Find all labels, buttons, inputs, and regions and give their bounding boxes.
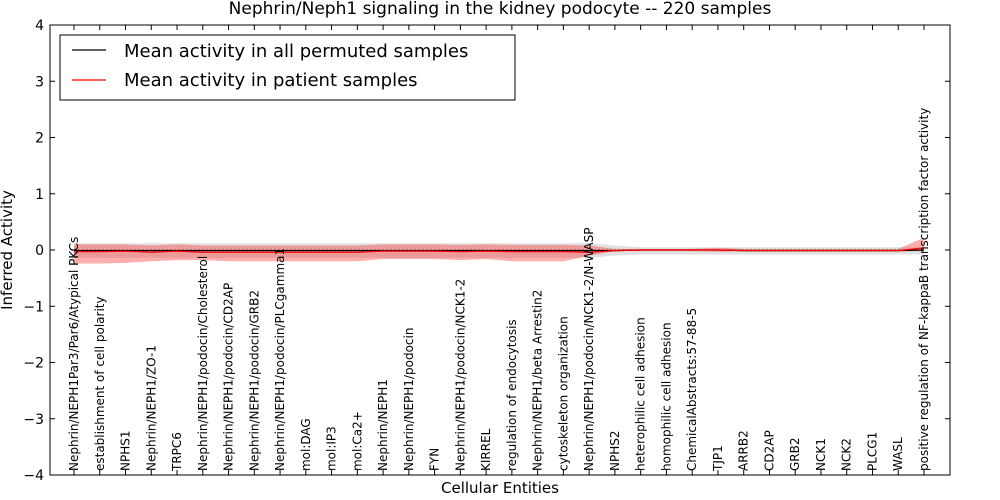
x-category-label: homophilic cell adhesion [659, 322, 673, 471]
legend-label-patient: Mean activity in patient samples [124, 70, 418, 91]
y-tick-label: 3 [35, 74, 44, 90]
x-category-label: PLCG1 [865, 432, 879, 471]
y-tick-label: 4 [35, 18, 44, 34]
y-tick-label: 2 [35, 131, 44, 147]
x-category-label: ARRB2 [737, 430, 751, 471]
x-category-label: Nephrin/NEPH1/podocin/PLCgamma1 [273, 248, 287, 471]
x-category-label: Nephrin/NEPH1/podocin/CD2AP [222, 283, 236, 471]
x-category-label: KIRREL [479, 428, 493, 471]
y-tick-label: 0 [35, 243, 44, 259]
x-category-label: heterophilic cell adhesion [634, 317, 648, 471]
x-category-label: Nephrin/NEPH1/beta Arrestin2 [531, 290, 545, 471]
y-tick-label: −1 [23, 299, 44, 315]
x-category-label: TRPC6 [170, 432, 184, 472]
x-axis-title: Cellular Entities [441, 479, 559, 497]
x-category-label: NPHS1 [119, 431, 133, 472]
x-category-label: Nephrin/NEPH1/podocin/Cholesterol [196, 256, 210, 471]
x-category-label: NCK1 [814, 438, 828, 471]
y-axis-title: Inferred Activity [0, 190, 16, 310]
x-category-label: FYN [428, 448, 442, 471]
legend: Mean activity in all permuted samples Me… [59, 34, 516, 101]
x-category-label: cytoskeleton organization [556, 316, 570, 471]
series-line-1 [74, 247, 925, 253]
x-category-label: mol:IP3 [325, 426, 339, 471]
x-category-label: CD2AP [762, 430, 776, 471]
x-category-label: TJP1 [711, 445, 725, 472]
x-category-label: NPHS2 [608, 431, 622, 472]
x-category-label: mol:DAG [299, 418, 313, 471]
x-category-label: positive regulation of NF-kappaB transcr… [917, 108, 931, 471]
chart-title: Nephrin/Neph1 signaling in the kidney po… [229, 0, 772, 19]
y-tick-label: −2 [23, 356, 44, 372]
x-category-label: GRB2 [788, 437, 802, 471]
x-category-label: ChemicalAbstracts:57-88-5 [685, 308, 699, 471]
x-category-label: Nephrin/NEPH1Par3/Par6/Atypical PKCs [67, 237, 81, 471]
x-category-label: establishment of cell polarity [93, 296, 107, 471]
x-category-label: Nephrin/NEPH1/podocin/GRB2 [247, 290, 261, 471]
x-category-label: regulation of endocytosis [505, 319, 519, 471]
y-tick-label: 1 [35, 187, 44, 203]
x-category-label: Nephrin/NEPH1/podocin/NCK1-2/N-WASP [582, 228, 596, 471]
x-category-label: mol:Ca2+ [350, 411, 364, 471]
x-category-label: Nephrin/NEPH1/podocin/NCK1-2 [453, 279, 467, 471]
x-category-label: Nephrin/NEPH1/ZO-1 [144, 345, 158, 471]
x-category-label: Nephrin/NEPH1 [376, 379, 390, 471]
y-tick-label: −3 [23, 412, 44, 428]
legend-box [59, 34, 516, 101]
x-category-label: NCK2 [840, 438, 854, 471]
legend-label-permuted: Mean activity in all permuted samples [124, 41, 468, 62]
x-category-label: Nephrin/NEPH1/podocin [402, 328, 416, 471]
x-category-label: WASL [891, 437, 905, 471]
plot-area: −4 −3 −2 −1 0 1 2 3 4 Nephrin/NEPH1Par3/Par6/Atyp… [23, 18, 951, 484]
y-tick-label: −4 [23, 468, 44, 484]
